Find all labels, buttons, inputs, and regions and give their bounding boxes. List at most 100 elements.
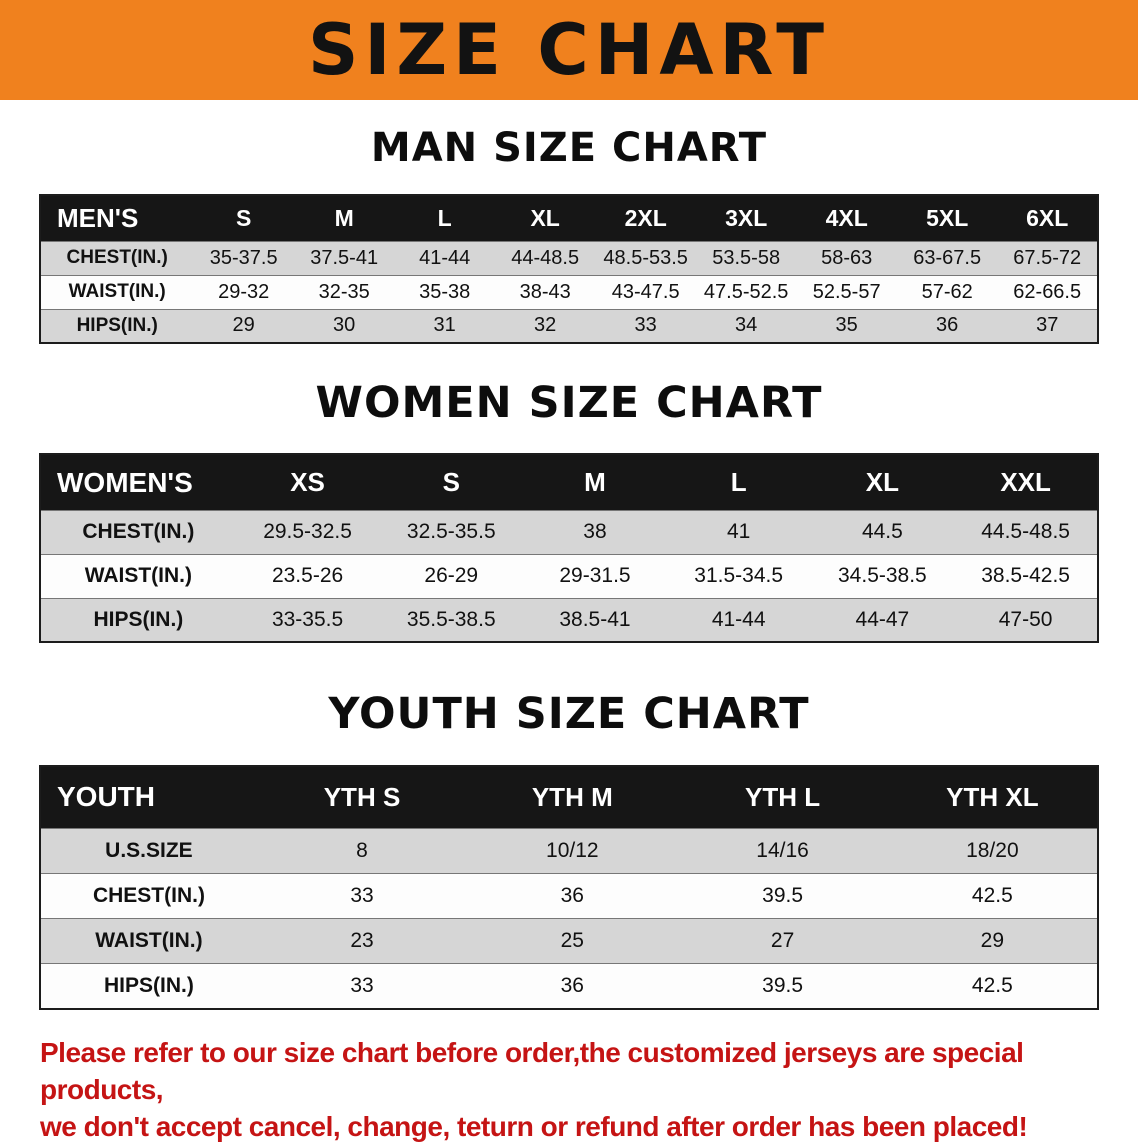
- size-header-cell: YTH XL: [887, 765, 1098, 830]
- value-cell: 8: [256, 828, 468, 875]
- value-cell: 57-62: [896, 274, 998, 310]
- row-label-cell: HIPS(IN.): [40, 308, 194, 344]
- value-cell: 38.5-42.5: [954, 553, 1098, 599]
- value-cell: 38.5-41: [523, 597, 667, 643]
- men-size-section: MAN SIZE CHART MEN'S S M L XL 2XL 3XL 4XL 5XL 6XL…: [0, 126, 1138, 344]
- value-cell: 26-29: [379, 553, 524, 599]
- value-cell: 23.5-26: [235, 553, 380, 599]
- size-header-cell: M: [293, 194, 395, 242]
- disclaimer-line-1: Please refer to our size chart before or…: [40, 1036, 1024, 1105]
- value-cell: 47.5-52.5: [695, 274, 797, 310]
- value-cell: 41-44: [394, 240, 495, 276]
- size-header-cell: S: [193, 194, 294, 242]
- table-row: CHEST(IN.) 29.5-32.5 32.5-35.5 38 41 44.5 44.5…: [40, 509, 1098, 555]
- value-cell: 41: [666, 509, 811, 555]
- row-label-cell: WAIST(IN.): [40, 553, 236, 599]
- value-cell: 27: [677, 918, 888, 965]
- value-cell: 36: [467, 873, 678, 920]
- size-header-cell: 5XL: [896, 194, 998, 242]
- value-cell: 36: [467, 963, 678, 1010]
- value-cell: 37.5-41: [293, 240, 395, 276]
- row-label-cell: U.S.SIZE: [40, 828, 257, 875]
- value-cell: 31: [394, 308, 495, 344]
- table-header-row: MEN'S S M L XL 2XL 3XL 4XL 5XL 6XL: [40, 194, 1098, 242]
- size-header-cell: XL: [810, 453, 955, 511]
- disclaimer-text: Please refer to our size chart before or…: [40, 1034, 1110, 1145]
- row-label-cell: HIPS(IN.): [40, 963, 257, 1010]
- table-title-cell: MEN'S: [40, 194, 194, 242]
- value-cell: 44-47: [810, 597, 955, 643]
- value-cell: 35-37.5: [193, 240, 294, 276]
- value-cell: 32.5-35.5: [379, 509, 524, 555]
- row-label-cell: CHEST(IN.): [40, 240, 194, 276]
- title-banner: SIZE CHART: [0, 0, 1138, 100]
- table-row: CHEST(IN.) 33 36 39.5 42.5: [40, 873, 1098, 920]
- value-cell: 29: [193, 308, 294, 344]
- value-cell: 30: [293, 308, 395, 344]
- row-label-cell: HIPS(IN.): [40, 597, 236, 643]
- value-cell: 25: [467, 918, 678, 965]
- value-cell: 33: [595, 308, 696, 344]
- page-title: SIZE CHART: [307, 9, 831, 91]
- value-cell: 44.5-48.5: [954, 509, 1098, 555]
- men-section-heading: MAN SIZE CHART: [370, 125, 768, 171]
- disclaimer-line-2: we don't accept cancel, change, teturn o…: [40, 1111, 1028, 1143]
- value-cell: 33: [256, 873, 468, 920]
- value-cell: 58-63: [796, 240, 897, 276]
- women-section-heading: WOMEN SIZE CHART: [315, 378, 823, 428]
- table-row: HIPS(IN.) 29 30 31 32 33 34 35 36 37: [40, 308, 1098, 344]
- row-label-cell: WAIST(IN.): [40, 918, 257, 965]
- value-cell: 31.5-34.5: [666, 553, 811, 599]
- women-size-section: WOMEN SIZE CHART WOMEN'S XS S M L XL XXL CHEST(…: [0, 378, 1138, 644]
- youth-size-table: YOUTH YTH S YTH M YTH L YTH XL U.S.SIZE 8 10/12…: [39, 764, 1099, 1010]
- table-row: HIPS(IN.) 33 36 39.5 42.5: [40, 963, 1098, 1010]
- value-cell: 18/20: [887, 828, 1098, 875]
- table-row: WAIST(IN.) 23.5-26 26-29 29-31.5 31.5-34.5 34…: [40, 553, 1098, 599]
- row-label-cell: CHEST(IN.): [40, 509, 236, 555]
- value-cell: 32: [494, 308, 596, 344]
- table-header-row: WOMEN'S XS S M L XL XXL: [40, 453, 1098, 511]
- table-header-row: YOUTH YTH S YTH M YTH L YTH XL: [40, 765, 1098, 830]
- size-header-cell: L: [394, 194, 495, 242]
- value-cell: 42.5: [887, 963, 1098, 1010]
- men-size-table: MEN'S S M L XL 2XL 3XL 4XL 5XL 6XL CHEST(IN.) 35-37…: [39, 194, 1099, 344]
- size-header-cell: XS: [235, 453, 380, 511]
- table-row: CHEST(IN.) 35-37.5 37.5-41 41-44 44-48.5 48.5…: [40, 240, 1098, 276]
- value-cell: 23: [256, 918, 468, 965]
- size-header-cell: YTH M: [467, 765, 678, 830]
- value-cell: 33-35.5: [235, 597, 380, 643]
- size-header-cell: XL: [494, 194, 596, 242]
- value-cell: 29.5-32.5: [235, 509, 380, 555]
- value-cell: 29-31.5: [523, 553, 667, 599]
- size-header-cell: M: [523, 453, 667, 511]
- value-cell: 67.5-72: [997, 240, 1098, 276]
- value-cell: 33: [256, 963, 468, 1010]
- value-cell: 48.5-53.5: [595, 240, 696, 276]
- size-header-cell: 2XL: [595, 194, 696, 242]
- value-cell: 38: [523, 509, 667, 555]
- value-cell: 52.5-57: [796, 274, 897, 310]
- size-header-cell: S: [379, 453, 524, 511]
- table-row: U.S.SIZE 8 10/12 14/16 18/20: [40, 828, 1098, 875]
- size-header-cell: XXL: [954, 453, 1098, 511]
- value-cell: 34: [695, 308, 797, 344]
- row-label-cell: WAIST(IN.): [40, 274, 194, 310]
- table-title-cell: WOMEN'S: [40, 453, 236, 511]
- value-cell: 35-38: [394, 274, 495, 310]
- value-cell: 37: [997, 308, 1098, 344]
- value-cell: 43-47.5: [595, 274, 696, 310]
- youth-section-heading: YOUTH SIZE CHART: [328, 689, 810, 740]
- youth-size-section: YOUTH SIZE CHART YOUTH YTH S YTH M YTH L YTH…: [0, 689, 1138, 1010]
- value-cell: 62-66.5: [997, 274, 1098, 310]
- size-header-cell: YTH S: [256, 765, 468, 830]
- value-cell: 34.5-38.5: [810, 553, 955, 599]
- table-row: HIPS(IN.) 33-35.5 35.5-38.5 38.5-41 41-44 44-…: [40, 597, 1098, 643]
- women-size-table: WOMEN'S XS S M L XL XXL CHEST(IN.) 29.5-32.5 32.5…: [39, 453, 1099, 644]
- value-cell: 36: [896, 308, 998, 344]
- value-cell: 42.5: [887, 873, 1098, 920]
- table-row: WAIST(IN.) 23 25 27 29: [40, 918, 1098, 965]
- value-cell: 38-43: [494, 274, 596, 310]
- value-cell: 29: [887, 918, 1098, 965]
- value-cell: 47-50: [954, 597, 1098, 643]
- value-cell: 35: [796, 308, 897, 344]
